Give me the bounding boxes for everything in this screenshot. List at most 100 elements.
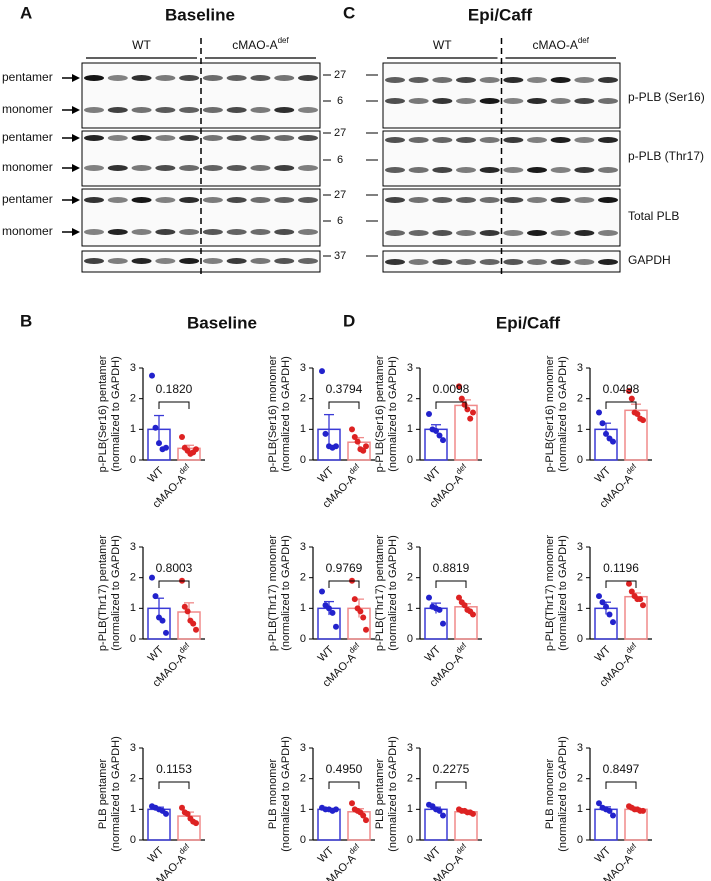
band — [432, 98, 453, 104]
label-text: WT — [132, 38, 151, 52]
band — [250, 107, 271, 113]
label-text: WT — [146, 844, 167, 865]
band — [385, 197, 405, 203]
band — [408, 259, 429, 265]
band — [479, 167, 500, 173]
band — [598, 167, 618, 173]
y-tick-label: 3 — [300, 362, 306, 374]
significance-bracket — [158, 580, 190, 588]
band — [503, 137, 524, 143]
band — [250, 229, 271, 235]
band — [432, 230, 453, 236]
band — [202, 197, 223, 203]
band — [202, 229, 223, 235]
data-point — [456, 594, 462, 601]
y-axis-label: (normalized to GAPDH) — [557, 535, 569, 651]
data-point — [456, 383, 462, 390]
band — [456, 137, 476, 143]
band — [574, 167, 595, 173]
y-tick-label: 3 — [407, 742, 413, 754]
y-axis-label: (normalized to GAPDH) — [557, 356, 569, 472]
band — [479, 259, 500, 265]
band — [432, 77, 453, 83]
panel-title: Baseline — [165, 5, 235, 24]
y-axis-label: PLB monomer — [267, 759, 279, 830]
band — [226, 197, 247, 203]
significance-bracket — [435, 781, 467, 789]
data-point — [351, 434, 358, 440]
marker-label: 27 — [334, 127, 346, 139]
band — [385, 98, 405, 104]
band — [274, 75, 295, 81]
band — [202, 165, 223, 171]
band — [503, 259, 524, 265]
p-value: 0.8819 — [433, 561, 470, 575]
y-axis-label: (normalized to GAPDH) — [280, 356, 292, 472]
label-text: WT — [593, 844, 614, 865]
y-tick-label: 3 — [407, 362, 413, 374]
band — [84, 197, 104, 203]
band — [107, 107, 128, 113]
y-tick-label: 0 — [130, 834, 136, 846]
y-axis-label: (normalized to GAPDH) — [280, 535, 292, 651]
band-arrowhead — [72, 74, 80, 82]
data-point — [467, 415, 474, 422]
bar — [347, 811, 371, 841]
band — [432, 137, 453, 143]
band — [298, 258, 318, 264]
label-text: cMAO-A — [533, 38, 578, 52]
data-point — [596, 409, 602, 416]
data-point — [640, 602, 646, 609]
x-tick-label: WT — [593, 844, 614, 865]
y-tick-label: 3 — [130, 541, 136, 553]
data-point — [363, 817, 369, 824]
data-point — [610, 619, 616, 626]
band — [179, 107, 200, 113]
band — [456, 98, 476, 104]
y-tick-label: 0 — [130, 454, 136, 466]
band — [550, 98, 571, 104]
y-tick-label: 1 — [130, 803, 136, 815]
data-point — [357, 608, 364, 615]
panel-title: Baseline — [187, 313, 257, 332]
band — [226, 165, 247, 171]
y-tick-label: 0 — [577, 834, 583, 846]
data-point — [640, 807, 646, 814]
band — [250, 75, 271, 81]
data-point — [603, 430, 609, 437]
bar — [317, 808, 341, 841]
band — [131, 197, 152, 203]
data-point — [354, 438, 361, 445]
marker-label: 6 — [337, 95, 343, 107]
data-point — [599, 420, 606, 427]
y-tick-label: 1 — [577, 602, 583, 614]
band — [527, 98, 547, 104]
y-axis-label: p-PLB(Thr17) monomer — [544, 535, 556, 651]
label-text: WT — [423, 464, 444, 485]
data-point — [149, 372, 155, 379]
band — [408, 137, 429, 143]
y-tick-label: 0 — [300, 834, 306, 846]
data-point — [606, 611, 613, 618]
band — [107, 135, 128, 141]
blot-box — [382, 62, 621, 129]
band — [179, 75, 200, 81]
band — [155, 75, 176, 81]
significance-bracket — [158, 401, 190, 409]
y-axis-label: (normalized to GAPDH) — [387, 356, 399, 472]
band — [250, 165, 271, 171]
y-axis-label: PLB pentamer — [97, 759, 109, 830]
y-tick-label: 1 — [300, 803, 306, 815]
row-label: GAPDH — [628, 253, 671, 267]
y-tick-label: 1 — [407, 602, 413, 614]
data-point — [470, 409, 476, 416]
band — [432, 197, 453, 203]
band — [226, 75, 247, 81]
data-point — [433, 427, 439, 434]
band — [408, 230, 429, 236]
y-axis-label: (normalized to GAPDH) — [110, 356, 122, 472]
band — [408, 197, 429, 203]
band — [107, 229, 128, 235]
data-point — [349, 426, 355, 433]
band-arrowhead — [72, 164, 80, 172]
